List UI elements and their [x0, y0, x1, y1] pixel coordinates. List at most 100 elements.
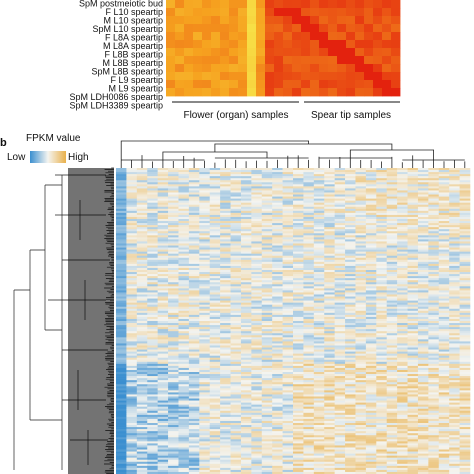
heatmap-b-cell	[136, 290, 148, 293]
heatmap-b-cell	[324, 235, 335, 238]
heatmap-b-cell	[116, 198, 127, 201]
heatmap-b-cell	[261, 325, 273, 328]
heatmap-b-cell	[240, 369, 252, 373]
heatmap-a-cell	[382, 32, 392, 41]
heatmap-b-cell	[417, 239, 429, 242]
heatmap-b-cell	[178, 420, 190, 424]
heatmap-b-cell	[303, 386, 315, 389]
heatmap-b-cell	[334, 329, 346, 332]
heatmap-b-cell	[386, 178, 398, 181]
heatmap-b-cell	[407, 196, 419, 199]
heatmap-b-cell	[116, 335, 127, 338]
heatmap-b-cell	[303, 423, 315, 426]
heatmap-b-cell	[240, 439, 252, 442]
heatmap-b-cell	[147, 198, 158, 201]
heatmap-b-cell	[407, 347, 419, 350]
heatmap-b-cell	[293, 204, 304, 208]
heatmap-b-cell	[157, 259, 169, 263]
heatmap-b-cell	[230, 270, 242, 273]
heatmap-b-cell	[365, 429, 377, 432]
heatmap-b-cell	[313, 176, 325, 179]
heatmap-b-cell	[438, 353, 450, 356]
heatmap-b-cell	[199, 374, 210, 377]
heatmap-b-cell	[417, 308, 429, 312]
heatmap-b-cell	[334, 325, 346, 328]
heatmap-b-cell	[428, 378, 440, 381]
heatmap-b-cell	[272, 190, 283, 193]
heatmap-b-cell	[313, 310, 325, 314]
heatmap-b-cell	[428, 376, 440, 379]
heatmap-b-cell	[428, 314, 440, 318]
heatmap-b-cell	[282, 378, 294, 381]
heatmap-b-cell	[126, 345, 138, 348]
heatmap-b-cell	[428, 294, 440, 297]
heatmap-b-cell	[230, 210, 242, 214]
heatmap-b-cell	[157, 288, 169, 291]
heatmap-b-cell	[230, 408, 242, 412]
heatmap-b-cell	[303, 288, 315, 291]
heatmap-b-cell	[147, 388, 158, 391]
heatmap-b-cell	[240, 216, 252, 220]
heatmap-b-cell	[272, 290, 283, 293]
heatmap-b-cell	[157, 261, 169, 265]
heatmap-b-cell	[251, 214, 263, 218]
heatmap-b-cell	[251, 241, 263, 244]
heatmap-a-cell	[355, 8, 365, 17]
heatmap-b-cell	[147, 239, 158, 242]
heatmap-b-cell	[220, 172, 231, 175]
heatmap-b-cell	[386, 361, 398, 365]
heatmap-b-cell	[230, 184, 242, 187]
heatmap-b-cell	[365, 310, 377, 314]
heatmap-b-cell	[303, 190, 315, 193]
heatmap-a-cell	[310, 48, 320, 57]
heatmap-b-cell	[376, 194, 387, 197]
heatmap-b-cell	[272, 396, 283, 399]
heatmap-b-cell	[345, 174, 356, 177]
heatmap-b-cell	[376, 172, 387, 175]
heatmap-b-cell	[157, 337, 169, 340]
heatmap-b-cell	[178, 286, 190, 289]
heatmap-b-cell	[397, 429, 408, 432]
heatmap-a-cell	[283, 16, 293, 25]
heatmap-b-cell	[293, 312, 304, 316]
heatmap-b-cell	[417, 196, 429, 199]
heatmap-b-cell	[199, 402, 210, 405]
heatmap-b-cell	[407, 300, 419, 303]
heatmap-b-cell	[386, 374, 398, 377]
heatmap-b-cell	[365, 294, 377, 297]
heatmap-b-cell	[168, 365, 179, 369]
heatmap-b-cell	[417, 412, 429, 416]
heatmap-b-cell	[428, 394, 440, 397]
heatmap-b-cell	[220, 423, 231, 426]
heatmap-b-cell	[126, 337, 138, 340]
heatmap-b-cell	[407, 200, 419, 203]
heatmap-b-cell	[407, 435, 419, 438]
heatmap-b-cell	[178, 374, 190, 377]
heatmap-b-cell	[293, 363, 304, 367]
heatmap-b-cell	[126, 343, 138, 346]
heatmap-b-cell	[282, 414, 294, 418]
heatmap-b-cell	[157, 396, 169, 399]
heatmap-b-cell	[459, 427, 471, 430]
heatmap-b-cell	[147, 284, 158, 287]
heatmap-b-cell	[293, 382, 304, 385]
heatmap-b-cell	[334, 237, 346, 240]
heatmap-b-cell	[157, 425, 169, 428]
heatmap-b-cell	[376, 216, 387, 220]
heatmap-b-cell	[355, 257, 367, 261]
heatmap-b-cell	[365, 235, 377, 238]
heatmap-b-cell	[272, 174, 283, 177]
heatmap-b-cell	[147, 400, 158, 403]
heatmap-b-cell	[449, 241, 460, 244]
heatmap-b-cell	[355, 410, 367, 414]
heatmap-b-cell	[397, 190, 408, 193]
heatmap-b-cell	[261, 365, 273, 369]
heatmap-b-cell	[365, 396, 377, 399]
heatmap-b-cell	[293, 174, 304, 177]
heatmap-b-cell	[345, 433, 356, 436]
heatmap-b-cell	[407, 241, 419, 244]
heatmap-a-cell	[229, 56, 239, 65]
heatmap-b-cell	[116, 306, 127, 310]
heatmap-b-cell	[459, 206, 471, 210]
heatmap-b-cell	[272, 204, 283, 208]
